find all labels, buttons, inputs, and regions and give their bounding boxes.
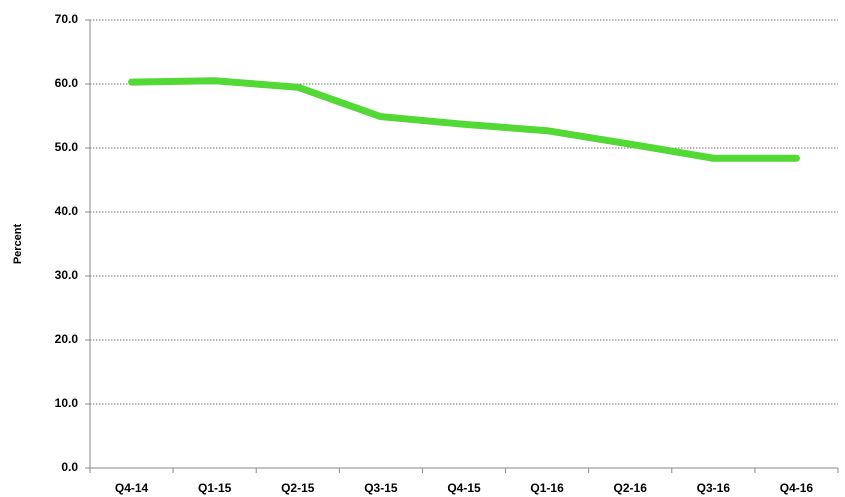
- data-line: [128, 77, 800, 162]
- y-tick-label: 70.0: [55, 12, 79, 26]
- x-tick-label: Q2-15: [281, 481, 315, 495]
- x-tick-label: Q1-16: [530, 481, 564, 495]
- y-tick-label: 0.0: [61, 460, 78, 474]
- x-tick-label: Q4-14: [115, 481, 149, 495]
- x-tick-label: Q3-15: [364, 481, 398, 495]
- y-tick-label: 30.0: [55, 268, 79, 282]
- y-tick-label: 40.0: [55, 204, 79, 218]
- y-tick-label: 20.0: [55, 332, 79, 346]
- y-tick-label: 60.0: [55, 76, 79, 90]
- y-tick-label: 10.0: [55, 396, 79, 410]
- x-tick-label: Q4-15: [447, 481, 481, 495]
- x-tick-label: Q4-16: [780, 481, 814, 495]
- x-tick-label: Q2-16: [614, 481, 648, 495]
- x-tick-label: Q3-16: [697, 481, 731, 495]
- x-tick-label: Q1-15: [198, 481, 232, 495]
- y-axis-label: Percent: [12, 223, 24, 264]
- y-tick-label: 50.0: [55, 140, 79, 154]
